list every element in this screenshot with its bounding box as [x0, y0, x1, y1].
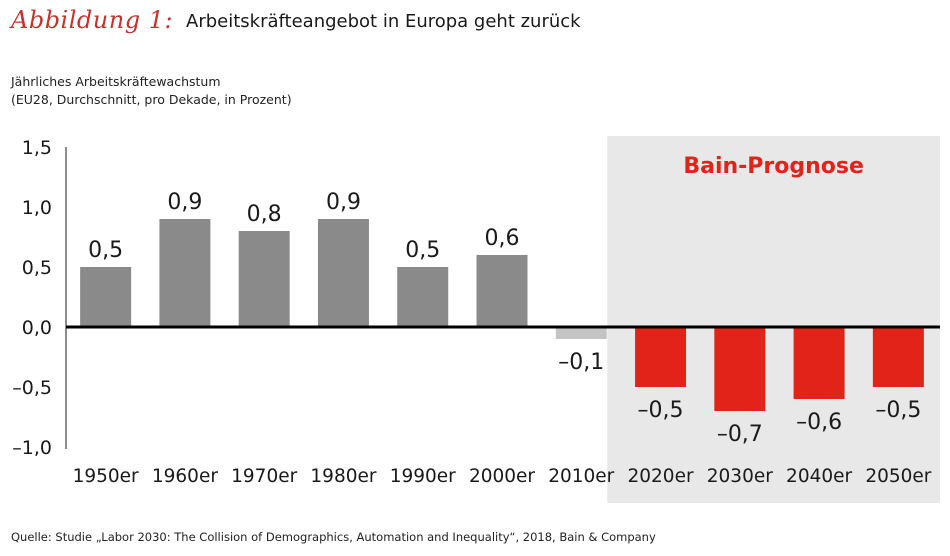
data-label: 0,8 — [247, 202, 282, 227]
y-tick-label: 1,5 — [22, 137, 52, 159]
y-tick-label: –0,5 — [12, 377, 52, 399]
x-tick-label: 2050er — [865, 466, 931, 487]
data-label: 0,9 — [167, 190, 202, 215]
data-label: –0,5 — [875, 398, 921, 423]
chart-subtitle-line1: Jährliches Arbeitskräftewachstum — [11, 74, 221, 89]
bar — [714, 327, 766, 411]
bar — [159, 219, 211, 327]
y-tick-label: 0,5 — [22, 257, 52, 279]
chart-subtitle-line2: (EU28, Durchschnitt, pro Dekade, in Proz… — [11, 92, 292, 107]
y-tick-label: 1,0 — [22, 197, 52, 219]
forecast-label: Bain-Prognose — [683, 154, 864, 179]
data-label: –0,5 — [638, 398, 684, 423]
forecast-band — [607, 136, 940, 503]
x-tick-label: 1980er — [310, 466, 376, 487]
bar — [476, 255, 528, 327]
chart-title: Arbeitskräfteangebot in Europa geht zurü… — [186, 11, 581, 32]
bar — [317, 219, 369, 327]
data-label: –0,6 — [796, 410, 842, 435]
y-tick-label: –1,0 — [12, 437, 52, 459]
x-tick-label: 2000er — [469, 466, 535, 487]
data-label: 0,5 — [88, 238, 123, 263]
data-label: 0,9 — [326, 190, 361, 215]
x-tick-label: 2030er — [707, 466, 773, 487]
data-label: 0,6 — [485, 226, 520, 251]
bar — [635, 327, 687, 387]
figure-label: Abbildung 1: — [11, 6, 174, 34]
x-tick-label: 2010er — [548, 466, 614, 487]
x-tick-label: 2020er — [628, 466, 694, 487]
data-label: 0,5 — [405, 238, 440, 263]
x-tick-label: 1960er — [152, 466, 218, 487]
source-note: Quelle: Studie „Labor 2030: The Collisio… — [11, 530, 656, 544]
x-tick-label: 1970er — [231, 466, 297, 487]
bar — [238, 231, 290, 327]
bar — [80, 267, 132, 327]
data-label: –0,7 — [717, 422, 763, 447]
x-tick-label: 1990er — [390, 466, 456, 487]
x-tick-label: 2040er — [786, 466, 852, 487]
x-tick-label: 1950er — [73, 466, 139, 487]
bar — [872, 327, 924, 387]
bar — [793, 327, 845, 399]
y-tick-label: 0,0 — [22, 317, 52, 339]
bar — [397, 267, 449, 327]
data-label: –0,1 — [558, 350, 604, 375]
bar — [555, 327, 607, 339]
